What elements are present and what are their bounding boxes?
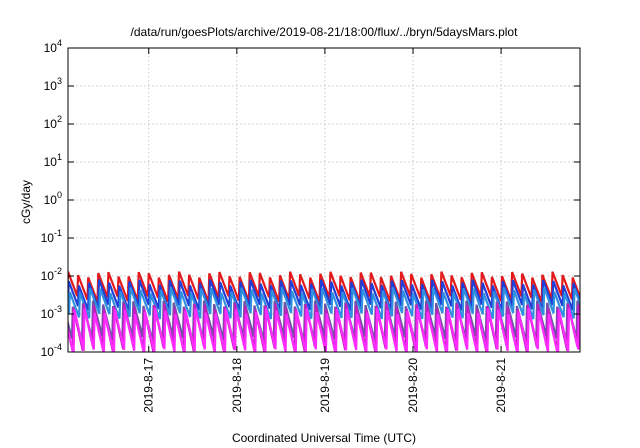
series-group [68, 271, 580, 352]
y-axis-label: cGy/day [19, 180, 33, 224]
series-line-1 [68, 271, 580, 303]
series-line-3 [68, 287, 580, 320]
x-tick-label: 2019-8-20 [406, 358, 420, 413]
x-tick-label: 2019-8-21 [494, 358, 508, 413]
chart-title: /data/run/goesPlots/archive/2019-08-21/1… [131, 25, 519, 39]
axes [67, 47, 581, 353]
y-tick-label: 104 [44, 38, 62, 55]
y-tick-label: 10-1 [41, 228, 62, 245]
x-tick-label: 2019-8-19 [318, 358, 332, 413]
x-axis-label: Coordinated Universal Time (UTC) [232, 431, 416, 445]
x-tick-label: 2019-8-18 [230, 358, 244, 413]
tick-labels: 104 103 102 101 100 10-1 10-2 10-3 10-4 2019-8-17… [41, 38, 508, 413]
y-tick-label: 100 [44, 190, 62, 207]
x-tick-label: 2019-8-17 [142, 358, 156, 413]
series-line-6 [68, 308, 580, 352]
y-tick-label: 101 [44, 152, 62, 169]
y-tick-label: 10-2 [41, 266, 62, 283]
plot-frame [67, 47, 581, 353]
y-tick-label: 10-3 [41, 304, 62, 321]
y-tick-label: 102 [44, 114, 62, 131]
y-tick-label: 103 [44, 76, 62, 93]
series-line-2 [68, 279, 580, 311]
y-tick-label: 10-4 [41, 342, 62, 359]
